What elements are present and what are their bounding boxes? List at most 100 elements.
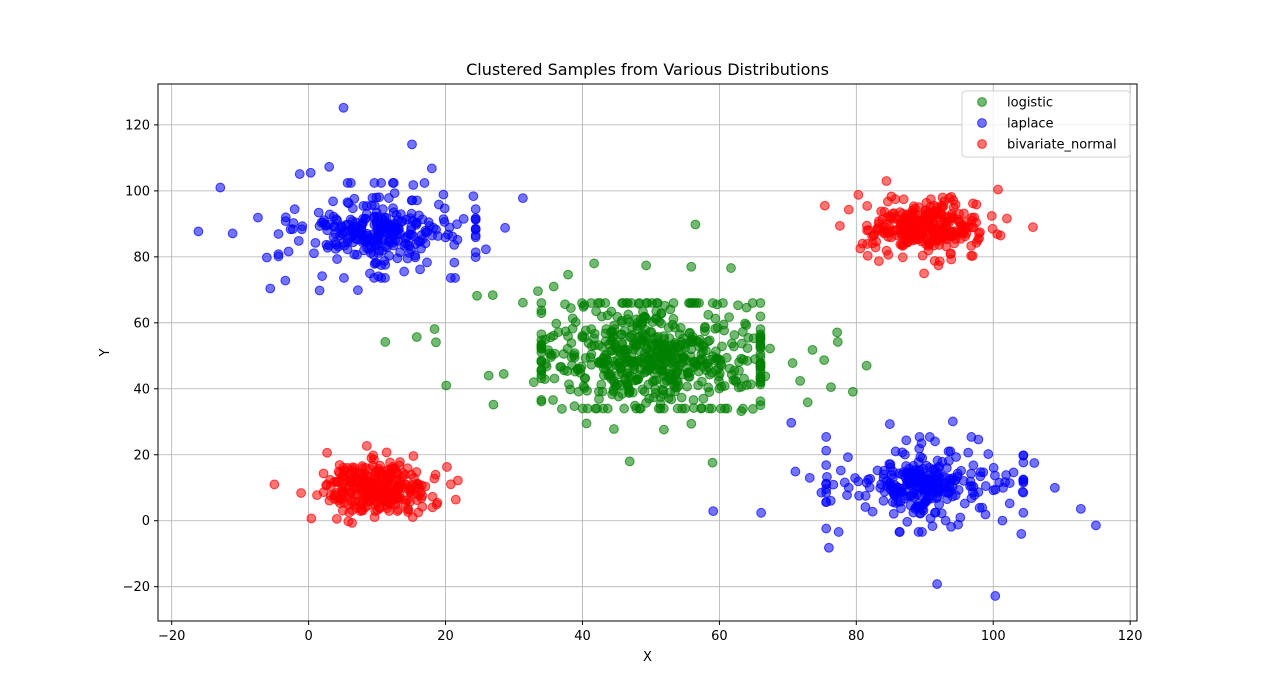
data-point [548,395,558,405]
data-point [383,474,394,485]
data-point [452,219,462,230]
data-point [380,273,390,283]
data-point [668,298,679,308]
data-point [867,506,878,517]
data-point [333,241,344,252]
y-tick-label: −20 [123,580,150,595]
data-point [589,258,599,269]
data-point [468,191,479,202]
data-point [399,266,410,277]
data-point [369,273,380,283]
data-point [407,512,418,522]
data-point [305,167,316,178]
data-point [680,338,691,349]
data-point [937,202,948,213]
data-point [687,298,697,308]
data-point [317,271,328,281]
data-point [714,376,724,386]
data-point [430,469,441,480]
data-point [760,371,771,382]
data-point [1075,503,1086,514]
data-point [332,254,343,264]
data-point [362,490,373,501]
data-point [261,252,272,263]
x-tick-label: 20 [437,629,454,644]
data-point [458,213,469,224]
data-point [324,161,335,172]
data-point [622,314,633,325]
data-point [633,332,644,343]
data-point [470,247,481,258]
data-point [688,395,699,405]
data-point [349,249,360,260]
data-point [967,250,978,261]
data-point [380,337,391,347]
x-axis-label: X [643,650,652,665]
data-point [342,244,353,255]
data-point [283,246,294,257]
data-point [821,523,832,534]
data-point [969,212,980,223]
legend: logistic laplace bivariate_normal [961,90,1131,158]
data-point [707,457,718,468]
data-point [392,253,403,264]
data-point [945,473,956,484]
data-point [790,466,801,477]
data-point [826,382,836,393]
data-point [366,200,377,211]
data-point [1029,458,1040,468]
data-point [686,418,697,429]
data-point [321,239,332,250]
data-point [663,322,674,333]
x-tick-label: 120 [1118,629,1143,644]
data-point [832,337,843,347]
data-point [834,220,845,231]
data-point [857,238,868,249]
data-point [336,487,347,498]
data-point [296,488,306,498]
data-point [730,374,741,385]
data-point [821,478,832,489]
data-point [876,479,887,490]
data-point [708,351,718,362]
data-point [641,260,652,271]
data-point [544,348,555,359]
data-point [703,362,714,372]
data-point [898,194,909,205]
data-point [670,382,680,393]
data-point [439,217,450,227]
data-point [294,169,305,179]
data-point [560,299,570,310]
data-point [910,203,920,214]
data-point [403,504,413,515]
data-point [881,176,892,186]
data-point [853,476,864,487]
data-point [743,332,754,343]
data-point [285,224,296,235]
data-point [558,349,569,359]
data-point [417,214,428,225]
data-point [395,457,405,467]
data-point [557,404,567,414]
data-point [755,364,766,375]
data-point [369,219,380,230]
data-point [383,464,393,475]
data-point [602,349,612,360]
data-point [883,231,894,242]
data-point [704,335,715,346]
data-point [319,215,329,226]
data-point [980,481,991,491]
data-point [886,480,896,491]
data-point [373,235,383,246]
data-point [379,255,390,266]
data-point [331,214,342,225]
data-point [280,275,291,286]
plot-frame [157,83,1138,622]
data-point [427,230,437,241]
data-point [631,374,642,385]
data-point [930,464,940,474]
data-point [625,331,636,342]
legend-marker [977,139,987,149]
data-point [690,219,701,230]
data-point [929,240,939,251]
